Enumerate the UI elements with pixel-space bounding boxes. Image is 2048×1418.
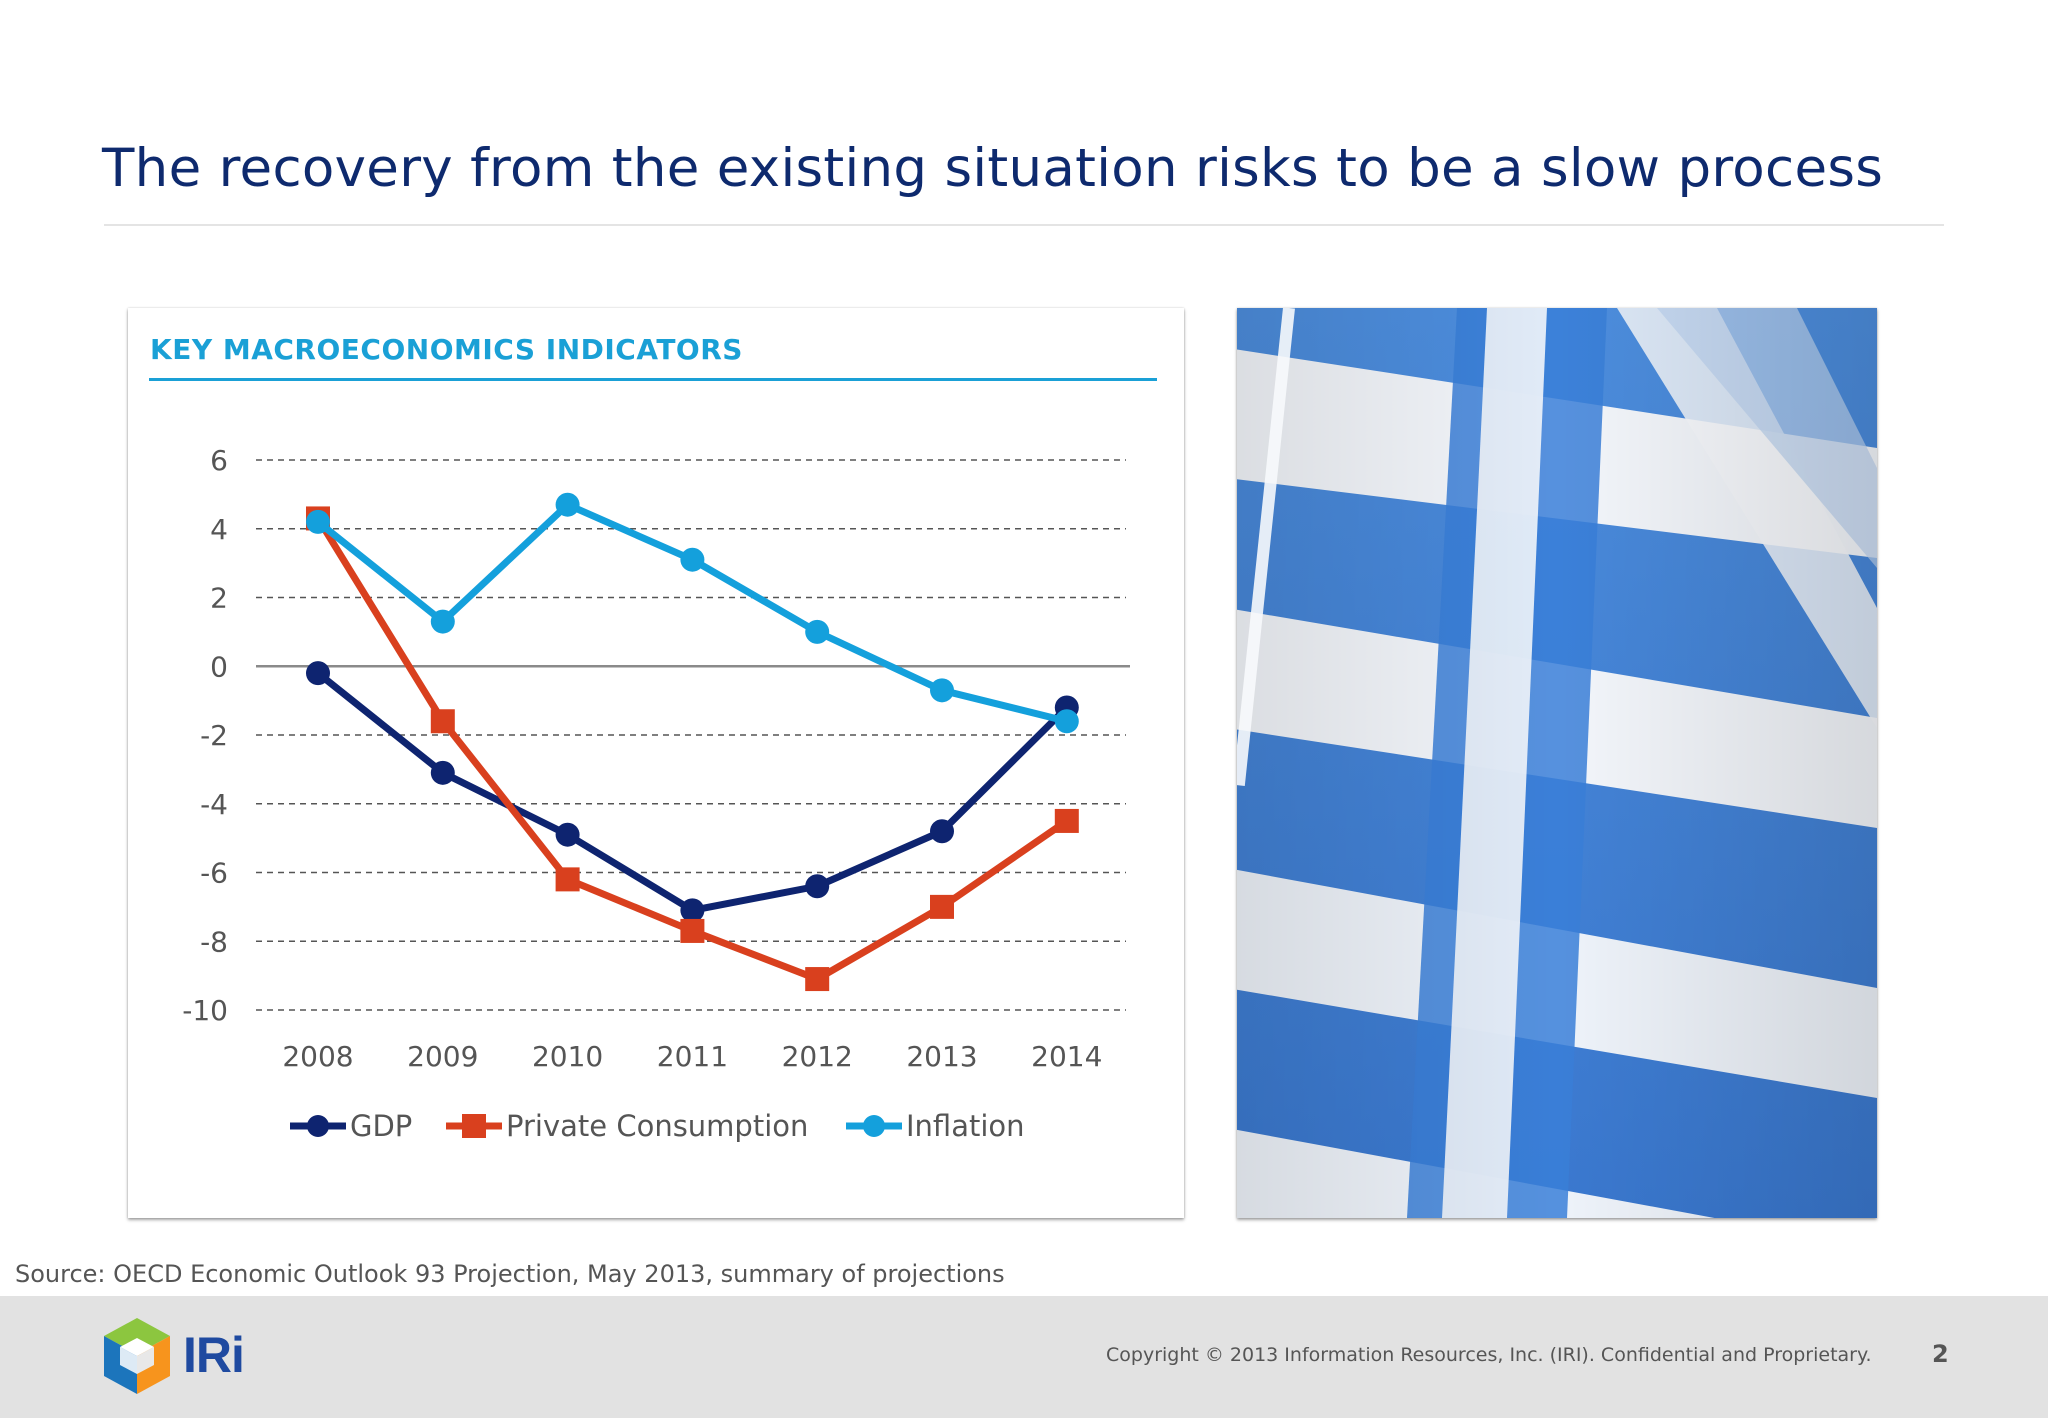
data-point (430, 760, 455, 785)
legend-label: GDP (350, 1109, 412, 1143)
legend-item: GDP (290, 1109, 412, 1143)
x-tick-label: 2014 (1031, 1040, 1102, 1073)
x-tick-label: 2010 (532, 1040, 603, 1073)
greek-flag-image (1237, 308, 1877, 1218)
data-point (680, 898, 705, 923)
legend-item: Inflation (846, 1109, 1025, 1143)
data-point (680, 547, 705, 572)
y-tick-label: -8 (200, 925, 228, 958)
data-point (930, 819, 954, 844)
data-point (555, 492, 580, 517)
data-point (430, 609, 455, 634)
y-tick-label: -4 (200, 788, 228, 821)
data-point (805, 619, 830, 644)
y-tick-label: -10 (182, 994, 228, 1027)
data-point (1054, 808, 1079, 833)
y-tick-label: 4 (210, 513, 228, 546)
legend-marker (307, 1115, 329, 1137)
data-point (430, 709, 455, 734)
data-point (306, 661, 330, 686)
legend-item: Private Consumption (446, 1109, 808, 1143)
legend-label: Inflation (906, 1109, 1025, 1143)
iri-logo-icon (104, 1318, 170, 1394)
y-tick-label: -2 (200, 719, 228, 752)
x-tick-label: 2009 (407, 1040, 478, 1073)
title-divider (104, 224, 1944, 226)
y-tick-label: 2 (210, 582, 228, 615)
data-point (306, 509, 330, 534)
data-point (555, 822, 580, 847)
page-number: 2 (1932, 1340, 1949, 1368)
greek-flag-photo (1237, 308, 1877, 1218)
slide-title: The recovery from the existing situation… (102, 138, 1884, 199)
footer: IRi Copyright © 2013 Information Resourc… (0, 1296, 2048, 1418)
legend-label: Private Consumption (506, 1109, 808, 1143)
legend-marker (462, 1114, 486, 1138)
line-chart: 6 4 2 0 -2 -4 -6 -8 -10 2008 2009 2010 2011 2012 2013… (182, 444, 1130, 1143)
y-tick-label: 6 (210, 444, 228, 477)
data-point (555, 867, 580, 892)
legend-marker (863, 1115, 885, 1137)
x-tick-label: 2013 (906, 1040, 977, 1073)
data-point (930, 894, 954, 919)
y-tick-label: -6 (200, 857, 228, 890)
iri-logo-text: IRi (183, 1327, 245, 1383)
data-point (1054, 709, 1079, 734)
data-point (930, 678, 954, 703)
source-note: Source: OECD Economic Outlook 93 Project… (15, 1260, 1005, 1288)
series-line (314, 669, 1071, 914)
series-gdp (306, 661, 1079, 923)
x-tick-label: 2012 (782, 1040, 853, 1073)
chart-card: KEY MACROECONOMICS INDICATORS 6 4 2 0 -2 -4 -6… (128, 308, 1184, 1218)
data-point (805, 967, 830, 992)
series-inflation (306, 492, 1079, 734)
x-tick-label: 2008 (282, 1040, 353, 1073)
chart-heading: KEY MACROECONOMICS INDICATORS (150, 333, 743, 366)
x-tick-label: 2011 (657, 1040, 728, 1073)
y-tick-label: 0 (210, 650, 228, 683)
series-line (314, 501, 1071, 725)
copyright-notice: Copyright © 2013 Information Resources, … (1106, 1344, 1872, 1366)
data-point (680, 918, 705, 943)
data-point (805, 874, 830, 899)
chart-heading-divider (149, 378, 1157, 381)
